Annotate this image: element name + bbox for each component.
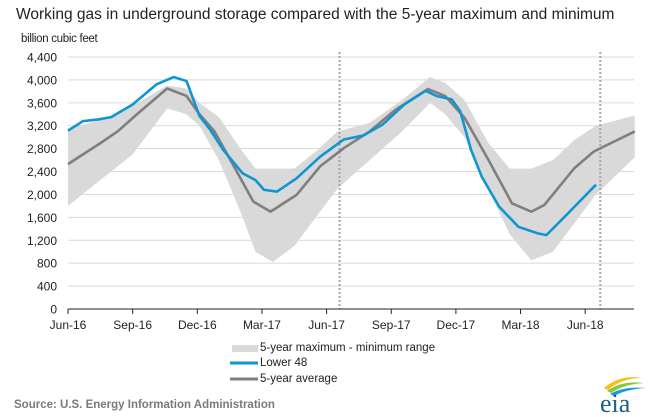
y-tick-label: 800 — [37, 257, 57, 271]
y-tick-label: 0 — [50, 303, 57, 317]
y-tick-label: 2,400 — [27, 165, 57, 179]
x-tick-label: Mar-18 — [502, 318, 540, 332]
y-tick-label: 3,200 — [27, 119, 57, 133]
legend-label-lower48: Lower 48 — [260, 357, 308, 370]
chart-title: Working gas in underground storage compa… — [16, 6, 615, 23]
x-tick-label: Jun-16 — [50, 318, 87, 332]
x-tick-label: Mar-17 — [243, 318, 281, 332]
legend-label-range: 5-year maximum - minimum range — [260, 341, 436, 354]
series-5-year-average — [67, 87, 636, 213]
y-tick-label: 2,000 — [27, 188, 57, 202]
y-tick-label: 3,600 — [27, 96, 57, 110]
y-tick-label: 1,600 — [27, 211, 57, 225]
legend-label-average: 5-year average — [260, 372, 338, 385]
source-note: Source: U.S. Energy Information Administ… — [14, 399, 275, 411]
svg-text:eia: eia — [600, 389, 631, 414]
y-tick-label: 1,200 — [27, 234, 57, 248]
legend-item-range: 5-year maximum - minimum range — [230, 340, 435, 356]
range-swatch — [232, 344, 258, 352]
x-tick-label: Dec-17 — [437, 318, 476, 332]
x-tick-label: Sep-16 — [113, 318, 152, 332]
x-tick-label: Dec-16 — [178, 318, 217, 332]
y-tick-label: 4,000 — [27, 73, 57, 87]
eia-logo: eia — [600, 377, 646, 414]
y-tick-label: 400 — [37, 280, 57, 294]
range-band — [68, 77, 635, 263]
y-tick-label: 4,400 — [27, 51, 57, 65]
x-tick-label: Jun-17 — [308, 318, 345, 332]
legend-item-lower48: Lower 48 — [230, 356, 435, 372]
legend: 5-year maximum - minimum range Lower 48 … — [230, 340, 435, 387]
lower48-swatch — [230, 361, 258, 365]
legend-item-average: 5-year average — [230, 371, 435, 387]
average-swatch — [230, 377, 258, 381]
series-lower-48 — [67, 75, 597, 237]
x-tick-label: Jun-18 — [567, 318, 604, 332]
y-axis-label: billion cubic feet — [21, 33, 98, 45]
y-tick-label: 2,800 — [27, 142, 57, 156]
x-tick-label: Sep-17 — [372, 318, 411, 332]
